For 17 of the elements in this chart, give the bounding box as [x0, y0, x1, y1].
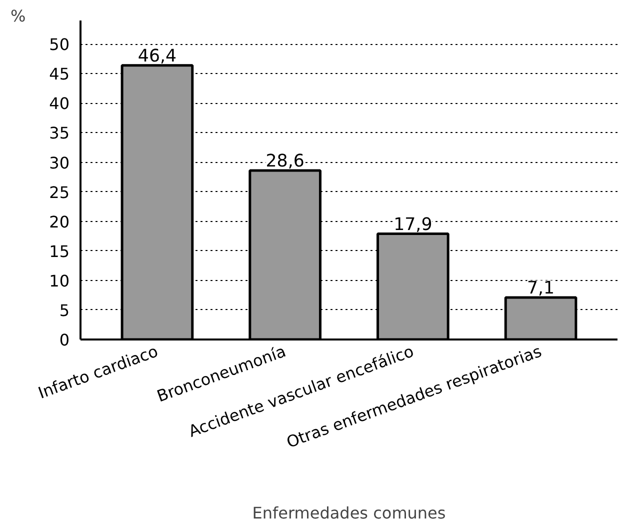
y-tick-label: 0 [59, 330, 70, 350]
data-label: 7,1 [527, 278, 555, 299]
y-tick-label: 50 [49, 35, 70, 54]
y-tick-label: 40 [49, 94, 70, 114]
y-tick-label: 10 [49, 271, 70, 290]
y-tick-label: 45 [49, 64, 70, 84]
data-label: 17,9 [394, 214, 432, 235]
data-label: 46,4 [138, 46, 177, 66]
y-tick-label: 30 [49, 153, 70, 172]
y-axis-title: % [10, 6, 26, 26]
y-tick-label: 25 [49, 182, 70, 202]
data-label: 28,6 [266, 152, 304, 172]
y-tick-label: 5 [59, 300, 70, 320]
y-tick-label: 35 [49, 124, 70, 143]
x-axis-title: Enfermedades comunes [252, 504, 446, 523]
y-tick-label: 15 [49, 242, 70, 261]
y-tick-label: 20 [49, 212, 70, 232]
